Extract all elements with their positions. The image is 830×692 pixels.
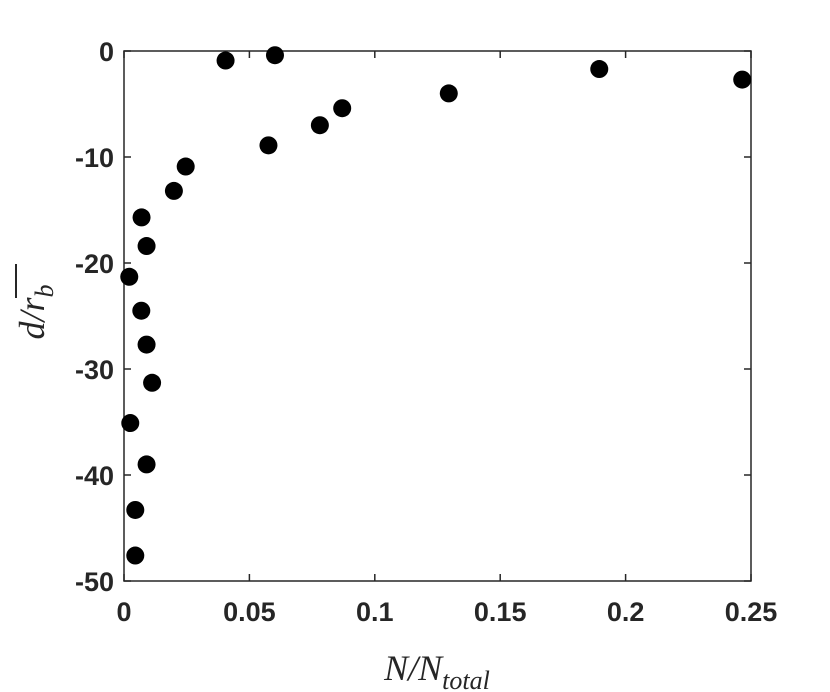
y-tick-label: -40	[75, 461, 114, 491]
plot-box	[123, 50, 752, 582]
x-axis: 0 0.05 0.1 0.15 0.2 0.25	[116, 51, 777, 627]
data-point	[333, 99, 352, 118]
y-tick-label: -30	[75, 355, 114, 385]
y-tick-label: 0	[99, 37, 114, 67]
x-tick-label: 0.25	[725, 597, 778, 627]
data-points	[120, 46, 752, 565]
data-point	[132, 208, 151, 227]
data-point	[126, 500, 145, 519]
y-tick-label: -50	[75, 567, 114, 597]
data-point	[733, 70, 752, 89]
y-axis: 0 -10 -20 -30 -40 -50	[75, 37, 751, 597]
data-point	[590, 60, 609, 79]
x-axis-title: N/Ntotal	[383, 648, 490, 692]
data-point	[137, 335, 156, 354]
y-axis-title-main: d/	[12, 309, 52, 340]
x-tick-label: 0	[116, 597, 131, 627]
x-tick-label: 0.15	[474, 597, 527, 627]
plot-frame	[123, 50, 752, 582]
y-tick-label: -20	[75, 249, 114, 279]
data-point	[132, 301, 151, 320]
data-point	[126, 546, 145, 565]
y-axis-title: d/rb	[12, 264, 59, 340]
data-point	[143, 373, 162, 392]
x-axis-title-main: N/N	[383, 648, 444, 688]
y-tick-label: -10	[75, 143, 114, 173]
data-point	[259, 136, 278, 155]
data-point	[137, 455, 156, 474]
data-point	[137, 237, 156, 256]
data-point	[439, 84, 458, 103]
data-point	[121, 414, 140, 433]
data-point	[164, 181, 183, 200]
x-axis-title-subscript: total	[442, 666, 490, 692]
y-axis-title-subscript: b	[30, 284, 59, 297]
data-point	[216, 51, 235, 70]
x-tick-label: 0.2	[607, 597, 645, 627]
svg-text:d/rb: d/rb	[12, 284, 59, 339]
data-point	[310, 116, 329, 135]
data-point	[265, 46, 284, 65]
y-axis-title-r: r	[12, 297, 52, 312]
x-tick-label: 0.1	[356, 597, 394, 627]
x-tick-label: 0.05	[223, 597, 276, 627]
data-point	[120, 267, 139, 286]
data-point	[176, 157, 195, 176]
